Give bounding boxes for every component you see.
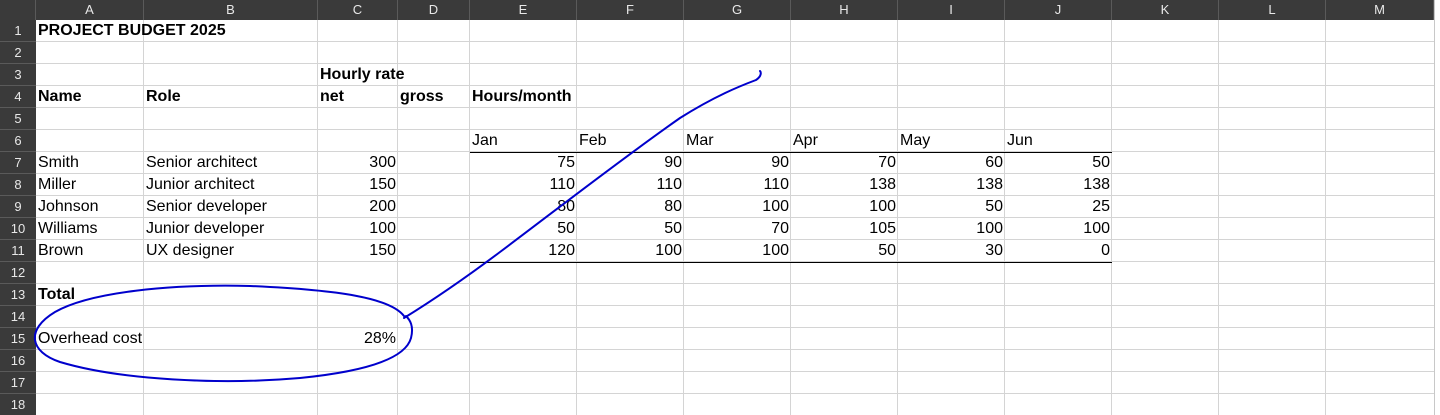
hours-cell[interactable]: 70 <box>878 154 896 171</box>
column-header-k[interactable]: K <box>1112 0 1219 20</box>
hours-cell[interactable]: 90 <box>771 154 789 171</box>
net-rate-cell[interactable]: 150 <box>369 176 396 193</box>
hourly-rate-header[interactable]: Hourly rate <box>320 66 405 83</box>
month-header-feb[interactable]: Feb <box>579 132 607 149</box>
hours-cell[interactable]: 110 <box>549 176 575 193</box>
net-rate-cell[interactable]: 200 <box>369 198 396 215</box>
hours-month-header[interactable]: Hours/month <box>472 88 572 105</box>
column-header-b[interactable]: B <box>144 0 318 20</box>
hours-cell[interactable]: 90 <box>664 154 682 171</box>
hours-cell[interactable]: 100 <box>762 242 789 259</box>
row-header-18[interactable]: 18 <box>0 394 36 415</box>
person-role-cell[interactable]: Senior architect <box>146 154 258 171</box>
select-all-corner[interactable] <box>0 0 36 20</box>
row-header-3[interactable]: 3 <box>0 64 36 86</box>
row-header-6[interactable]: 6 <box>0 130 36 152</box>
overhead-cost-value[interactable]: 28% <box>363 330 396 347</box>
hours-cell[interactable]: 50 <box>557 220 575 237</box>
hours-cell[interactable]: 120 <box>548 242 575 259</box>
row-header-14[interactable]: 14 <box>0 306 36 328</box>
row-header-2[interactable]: 2 <box>0 42 36 64</box>
person-name-cell[interactable]: Johnson <box>38 198 99 215</box>
person-name-cell[interactable]: Miller <box>38 176 77 193</box>
row-header-17[interactable]: 17 <box>0 372 36 394</box>
person-name-cell[interactable]: Williams <box>38 220 98 237</box>
hours-cell[interactable]: 50 <box>664 220 682 237</box>
column-header-d[interactable]: D <box>398 0 470 20</box>
hours-cell[interactable]: 100 <box>762 198 789 215</box>
hours-cell[interactable]: 110 <box>763 176 789 193</box>
row-header-12[interactable]: 12 <box>0 262 36 284</box>
hours-cell[interactable]: 100 <box>976 220 1003 237</box>
row-header-11[interactable]: 11 <box>0 240 36 262</box>
column-header-e[interactable]: E <box>470 0 577 20</box>
column-header-c[interactable]: C <box>318 0 398 20</box>
person-name-cell[interactable]: Smith <box>38 154 79 171</box>
row-header-13[interactable]: 13 <box>0 284 36 306</box>
hours-cell[interactable]: 100 <box>1083 220 1110 237</box>
column-header-g[interactable]: G <box>684 0 791 20</box>
column-header-bar: A B C D E F G H I J K L M <box>0 0 1440 20</box>
person-name-cell[interactable]: Brown <box>38 242 84 259</box>
hours-cell[interactable]: 50 <box>985 198 1003 215</box>
person-role-cell[interactable]: UX designer <box>146 242 235 259</box>
hours-cell[interactable]: 110 <box>656 176 682 193</box>
column-header-f[interactable]: F <box>577 0 684 20</box>
net-rate-cell[interactable]: 300 <box>369 154 396 171</box>
hours-cell[interactable]: 60 <box>985 154 1003 171</box>
hours-cell[interactable]: 100 <box>655 242 682 259</box>
table-bottom-border <box>470 262 1112 263</box>
month-header-jun[interactable]: Jun <box>1007 132 1033 149</box>
row-header-15[interactable]: 15 <box>0 328 36 350</box>
hours-cell[interactable]: 138 <box>976 176 1003 193</box>
gross-header[interactable]: gross <box>400 88 444 105</box>
column-header-h[interactable]: H <box>791 0 898 20</box>
hours-cell[interactable]: 138 <box>869 176 896 193</box>
person-role-cell[interactable]: Junior architect <box>146 176 255 193</box>
table-top-border <box>470 152 1112 153</box>
month-header-mar[interactable]: Mar <box>686 132 714 149</box>
column-header-m[interactable]: M <box>1326 0 1434 20</box>
row-header-7[interactable]: 7 <box>0 152 36 174</box>
net-rate-cell[interactable]: 150 <box>369 242 396 259</box>
month-header-apr[interactable]: Apr <box>793 132 818 149</box>
hours-cell[interactable]: 70 <box>771 220 789 237</box>
hours-cell[interactable]: 30 <box>985 242 1003 259</box>
row-header-5[interactable]: 5 <box>0 108 36 130</box>
column-header-i[interactable]: I <box>898 0 1005 20</box>
person-role-cell[interactable]: Junior developer <box>146 220 265 237</box>
month-header-may[interactable]: May <box>900 132 931 149</box>
hours-cell[interactable]: 80 <box>557 198 575 215</box>
hours-cell[interactable]: 0 <box>1101 242 1110 259</box>
column-header-l[interactable]: L <box>1219 0 1326 20</box>
row-header-9[interactable]: 9 <box>0 196 36 218</box>
row-header-16[interactable]: 16 <box>0 350 36 372</box>
overhead-cost-label[interactable]: Overhead cost <box>38 330 143 347</box>
row-header-8[interactable]: 8 <box>0 174 36 196</box>
person-role-cell[interactable]: Senior developer <box>146 198 267 215</box>
hours-cell[interactable]: 50 <box>878 242 896 259</box>
total-label[interactable]: Total <box>38 286 76 303</box>
name-header[interactable]: Name <box>38 88 82 105</box>
role-header[interactable]: Role <box>146 88 181 105</box>
row-header-4[interactable]: 4 <box>0 86 36 108</box>
hours-cell[interactable]: 138 <box>1083 176 1110 193</box>
vertical-scrollbar[interactable] <box>1434 0 1440 415</box>
column-header-j[interactable]: J <box>1005 0 1112 20</box>
hours-cell[interactable]: 105 <box>869 220 896 237</box>
row-header-10[interactable]: 10 <box>0 218 36 240</box>
row-header-1[interactable]: 1 <box>0 20 36 42</box>
hours-cell[interactable]: 50 <box>1092 154 1110 171</box>
column-header-a[interactable]: A <box>36 0 144 20</box>
sheet-title[interactable]: PROJECT BUDGET 2025 <box>38 22 226 39</box>
hours-cell[interactable]: 75 <box>557 154 575 171</box>
month-header-jan[interactable]: Jan <box>472 132 498 149</box>
hours-cell[interactable]: 80 <box>664 198 682 215</box>
hours-cell[interactable]: 25 <box>1092 198 1110 215</box>
net-rate-cell[interactable]: 100 <box>369 220 396 237</box>
hours-cell[interactable]: 100 <box>869 198 896 215</box>
net-header[interactable]: net <box>320 88 344 105</box>
